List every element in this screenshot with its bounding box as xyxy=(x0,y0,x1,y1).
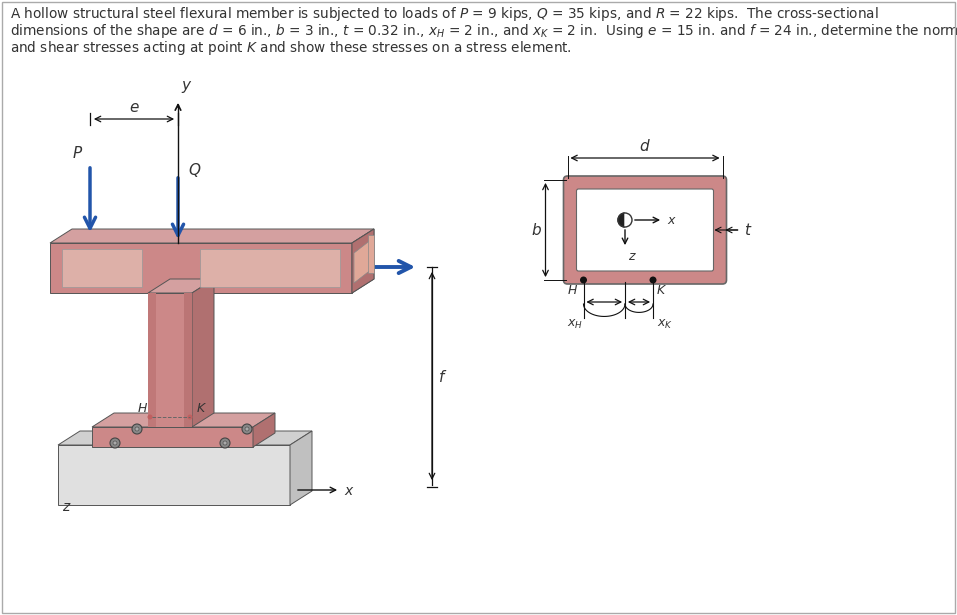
Polygon shape xyxy=(92,413,275,427)
Polygon shape xyxy=(50,229,374,243)
Polygon shape xyxy=(148,293,192,427)
Circle shape xyxy=(135,427,139,431)
Circle shape xyxy=(147,415,152,419)
Text: $e$: $e$ xyxy=(128,100,140,115)
Circle shape xyxy=(650,277,657,284)
Text: $f$: $f$ xyxy=(438,369,447,385)
Polygon shape xyxy=(184,293,192,427)
Text: $x$: $x$ xyxy=(344,484,355,498)
Text: $P$: $P$ xyxy=(73,145,83,161)
FancyBboxPatch shape xyxy=(564,176,726,284)
Text: dimensions of the shape are $d$ = 6 in., $b$ = 3 in., $t$ = 0.32 in., $x_{H}$ = : dimensions of the shape are $d$ = 6 in.,… xyxy=(10,22,957,40)
Circle shape xyxy=(580,277,587,284)
Text: $d$: $d$ xyxy=(639,138,651,154)
Circle shape xyxy=(223,441,227,445)
Circle shape xyxy=(245,427,249,431)
Polygon shape xyxy=(253,413,275,447)
Circle shape xyxy=(110,438,120,448)
Polygon shape xyxy=(290,431,312,505)
Text: $z$: $z$ xyxy=(628,250,636,263)
Text: $H$: $H$ xyxy=(568,284,578,297)
Text: $H$: $H$ xyxy=(137,402,148,415)
Text: $t$: $t$ xyxy=(745,222,753,238)
Polygon shape xyxy=(50,243,352,293)
Polygon shape xyxy=(200,249,340,287)
Text: $y$: $y$ xyxy=(181,79,192,95)
Text: $R$: $R$ xyxy=(356,239,367,255)
Polygon shape xyxy=(62,249,142,287)
Text: $b$: $b$ xyxy=(530,222,542,238)
Polygon shape xyxy=(58,431,312,445)
Polygon shape xyxy=(352,229,374,293)
Polygon shape xyxy=(92,427,253,447)
Circle shape xyxy=(132,424,142,434)
Polygon shape xyxy=(58,445,290,505)
Circle shape xyxy=(242,424,252,434)
Text: $K$: $K$ xyxy=(196,402,207,415)
Text: $K$: $K$ xyxy=(656,284,667,297)
Polygon shape xyxy=(192,279,214,427)
Polygon shape xyxy=(148,279,214,293)
Polygon shape xyxy=(352,229,374,293)
Text: A hollow structural steel flexural member is subjected to loads of $P$ = 9 kips,: A hollow structural steel flexural membe… xyxy=(10,5,879,23)
FancyBboxPatch shape xyxy=(576,189,714,271)
Text: $x_K$: $x_K$ xyxy=(657,318,673,331)
Text: $x$: $x$ xyxy=(667,213,677,226)
Text: and shear stresses acting at point $K$ and show these stresses on a stress eleme: and shear stresses acting at point $K$ a… xyxy=(10,39,572,57)
Text: $z$: $z$ xyxy=(62,500,72,514)
Circle shape xyxy=(113,441,117,445)
Circle shape xyxy=(220,438,230,448)
Polygon shape xyxy=(618,213,625,227)
Polygon shape xyxy=(354,239,372,283)
Text: $x_H$: $x_H$ xyxy=(568,318,584,331)
Circle shape xyxy=(188,415,192,419)
Polygon shape xyxy=(368,235,374,273)
Polygon shape xyxy=(148,293,156,427)
Text: $Q$: $Q$ xyxy=(188,161,201,179)
Polygon shape xyxy=(625,213,632,227)
